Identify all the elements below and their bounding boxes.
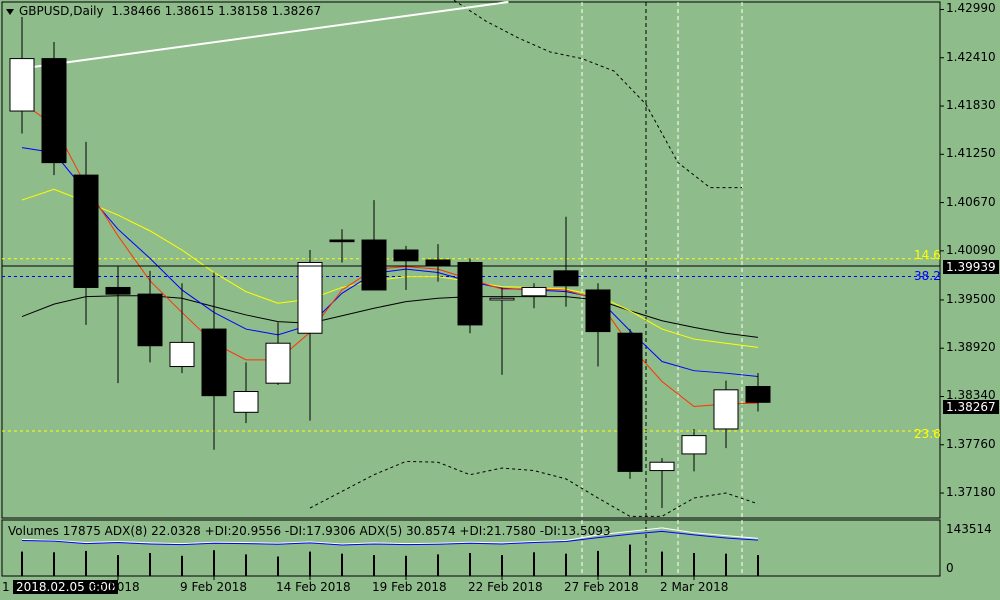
candle-19[interactable] (617, 329, 643, 479)
x-tick-label: 9 Feb 2018 (180, 580, 248, 594)
candle-body (233, 390, 259, 413)
candle-15[interactable] (489, 287, 515, 375)
current-price-label: 1.38267 (943, 400, 999, 414)
indicator-header: Volumes 17875 ADX(8) 22.0328 +DI:20.9556… (8, 524, 611, 538)
y-tick-label: 1.37180 (946, 485, 996, 500)
candle-9[interactable] (297, 250, 323, 421)
y-tick-label: 1.40670 (946, 194, 996, 209)
envelope-lower-line (309, 460, 759, 517)
candle-13[interactable] (425, 244, 451, 282)
ma-blue-line (21, 147, 759, 378)
crosshair-price-label: 1.39939 (943, 260, 999, 274)
candle-body (713, 389, 739, 430)
crosshair-date-label: 2018.02.05 0:00 (13, 580, 119, 594)
y-tick-label: 1.42990 (946, 1, 996, 16)
candle-body (457, 261, 483, 326)
candle-body (361, 239, 387, 291)
chart-menu-triangle-icon[interactable] (6, 8, 14, 15)
candle-body (169, 341, 195, 368)
candle-21[interactable] (681, 428, 707, 472)
candle-body (297, 261, 323, 334)
candle-6[interactable] (201, 272, 227, 450)
y-tick-label: 1.39500 (946, 291, 996, 306)
y-tick-label: 1.41250 (946, 146, 996, 161)
x-tick-label: 19 Feb 2018 (372, 580, 447, 594)
x-tick-label: 22 Feb 2018 (468, 580, 543, 594)
ohlc-values: 1.38466 1.38615 1.38158 1.38267 (111, 4, 322, 18)
candle-body (73, 174, 99, 288)
candle-16[interactable] (521, 283, 547, 309)
candle-body (489, 297, 515, 301)
candle-10[interactable] (329, 229, 355, 263)
candle-body (649, 461, 675, 472)
x-tick-label: 2 Mar 2018 (660, 580, 729, 594)
candle-17[interactable] (553, 216, 579, 307)
candle-0[interactable] (9, 16, 35, 134)
envelope-upper-line (453, 0, 742, 189)
ma-yellow-line (21, 188, 759, 348)
candle-body (9, 58, 35, 112)
x-tick-label: 1 (2, 580, 10, 594)
candle-23[interactable] (745, 373, 771, 412)
candle-body (265, 342, 291, 384)
x-tick-label: 27 Feb 2018 (564, 580, 639, 594)
candle-7[interactable] (233, 362, 259, 424)
candle-14[interactable] (457, 258, 483, 334)
y-tick-label: 1.42410 (946, 49, 996, 64)
fib-label-14-6: 14.6 (914, 248, 941, 262)
ma-black-line (21, 295, 759, 338)
fib-label-38-2: 38.2 (914, 269, 941, 283)
candle-body (393, 249, 419, 262)
candle-12[interactable] (393, 245, 419, 290)
fib-label-23-6: 23.6 (914, 427, 941, 441)
candle-body (41, 58, 67, 164)
candle-body (329, 239, 355, 243)
y-tick-label: 1.41830 (946, 98, 996, 113)
candle-body (521, 286, 547, 297)
candle-3[interactable] (105, 266, 131, 384)
candle-5[interactable] (169, 283, 195, 374)
x-tick-label: Feb 2018 (84, 580, 140, 594)
ma-red-line (21, 102, 759, 407)
candle-body (745, 386, 771, 403)
candle-11[interactable] (361, 200, 387, 291)
candle-body (585, 289, 611, 333)
y-tick-label: 1.38920 (946, 340, 996, 355)
y-tick-label: 1.40090 (946, 242, 996, 257)
candle-body (681, 435, 707, 455)
candle-8[interactable] (265, 322, 291, 385)
y-tick-label: 1.37760 (946, 436, 996, 451)
volume-max-label: 143514 (946, 522, 992, 536)
volume-zero-label: 0 (946, 561, 954, 575)
x-tick-label: 14 Feb 2018 (276, 580, 351, 594)
candle-4[interactable] (137, 270, 163, 363)
trend-line[interactable] (15, 1, 509, 71)
adx-blue-line (21, 530, 759, 546)
candle-2[interactable] (73, 141, 99, 325)
candle-body (201, 328, 227, 397)
candle-body (553, 270, 579, 287)
candle-body (617, 332, 643, 472)
candle-20[interactable] (649, 458, 675, 509)
chart-header: GBPUSD,Daily 1.38466 1.38615 1.38158 1.3… (6, 4, 321, 18)
candle-body (425, 259, 451, 266)
candle-body (137, 293, 163, 347)
candle-body (105, 286, 131, 295)
candle-22[interactable] (713, 380, 739, 449)
symbol-label: GBPUSD,Daily (19, 4, 104, 18)
y-tick-label: 1.38340 (946, 388, 996, 403)
candle-1[interactable] (41, 41, 67, 176)
price-panel-frame (1, 1, 941, 519)
candle-18[interactable] (585, 283, 611, 367)
adx-white-line (21, 527, 759, 545)
